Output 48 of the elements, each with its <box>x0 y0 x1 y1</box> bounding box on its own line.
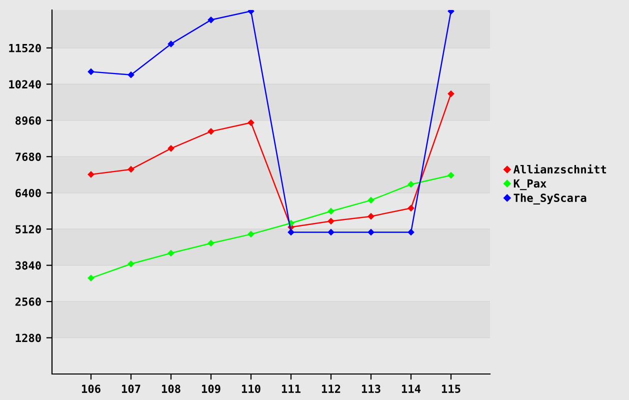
point <box>408 229 414 236</box>
y-tick-label: 1280 <box>16 334 41 342</box>
point <box>208 128 214 135</box>
point <box>128 166 134 173</box>
legend-label: Allianzschnitt <box>513 164 606 174</box>
x-tick-label: 115 <box>442 384 460 394</box>
y-tick-label: 6400 <box>16 188 41 198</box>
point <box>248 231 254 238</box>
point <box>368 213 374 220</box>
point <box>368 197 374 204</box>
x-tick-label: 109 <box>202 384 220 394</box>
y-tick-label: 5120 <box>16 225 41 234</box>
point <box>208 16 214 24</box>
point <box>288 229 294 236</box>
x-tick-label: 110 <box>242 384 260 394</box>
legend-label: K_Pax <box>514 179 546 190</box>
point <box>328 229 334 236</box>
point <box>328 208 334 214</box>
point <box>168 40 174 48</box>
point <box>448 172 454 178</box>
legend-label: The_SyScara <box>514 193 586 204</box>
point <box>88 274 94 282</box>
x-tick-label: 113 <box>362 384 380 394</box>
y-tick-label: 10240 <box>9 80 41 89</box>
point <box>128 72 134 78</box>
x-tick-label: 107 <box>122 384 140 394</box>
point <box>88 171 94 178</box>
point <box>448 90 454 97</box>
y-tick-label: 11520 <box>9 44 41 52</box>
point <box>168 250 174 256</box>
y-tick-label: 3840 <box>16 261 41 270</box>
point <box>368 229 374 236</box>
x-tick-label: 112 <box>322 384 340 393</box>
y-tick-label: 7680 <box>16 152 41 162</box>
y-tick-label: 8960 <box>16 116 41 125</box>
point <box>168 145 174 152</box>
x-tick-label: 114 <box>402 384 421 393</box>
point <box>248 120 254 126</box>
point <box>208 240 214 246</box>
point <box>88 68 94 75</box>
y-tick-label: 2560 <box>15 298 41 306</box>
x-tick-label: 106 <box>82 384 100 394</box>
point <box>328 218 334 224</box>
x-tick-label: 111 <box>282 384 301 393</box>
point <box>408 181 414 188</box>
x-tick-label: 108 <box>162 384 180 394</box>
point <box>128 260 134 268</box>
point <box>408 204 414 212</box>
